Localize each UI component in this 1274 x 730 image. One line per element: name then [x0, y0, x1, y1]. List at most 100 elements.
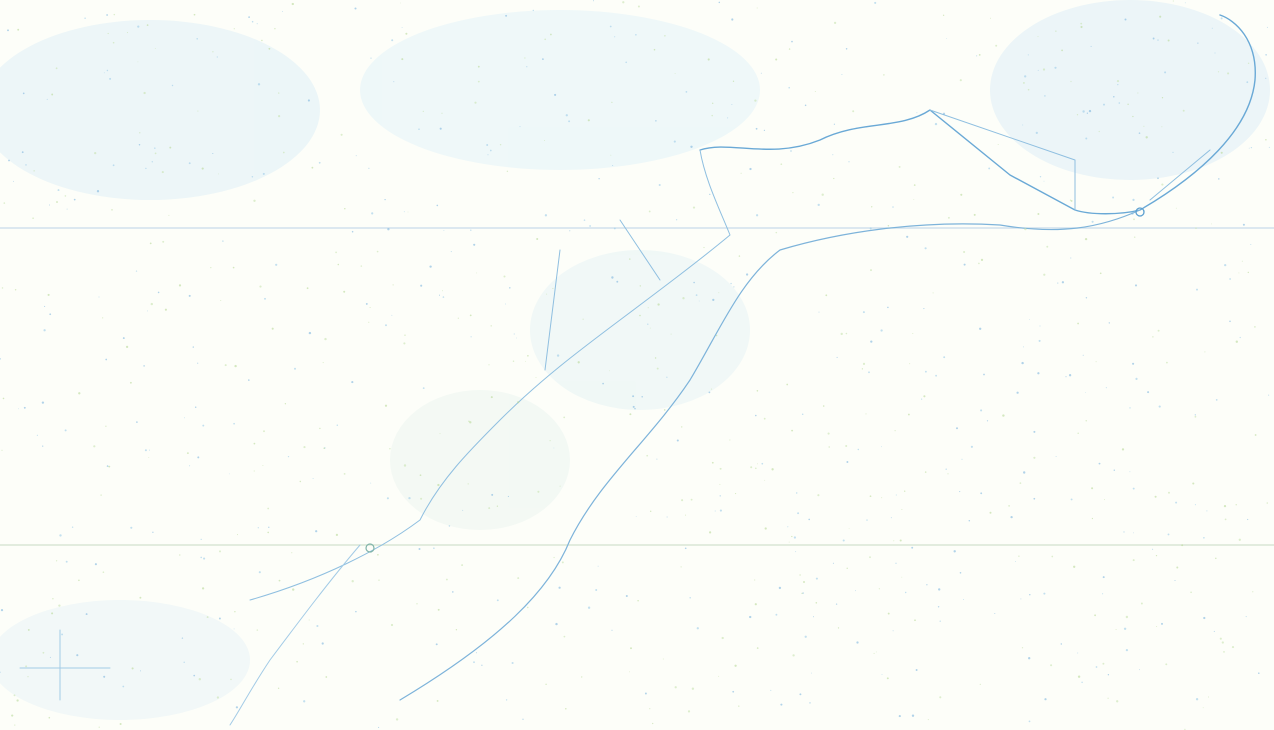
speck [963, 599, 965, 600]
speck [685, 514, 687, 516]
speck [419, 474, 422, 477]
speck [202, 424, 205, 427]
speck [1033, 456, 1036, 459]
speck [44, 305, 46, 307]
speck [750, 466, 753, 469]
speck [253, 470, 255, 472]
speck [230, 678, 232, 681]
speck [1033, 497, 1036, 500]
speck [535, 377, 537, 378]
speck [832, 154, 834, 156]
speck [901, 576, 903, 578]
speck [1039, 325, 1041, 327]
speck [253, 199, 256, 202]
speck [22, 92, 25, 95]
speck [735, 493, 737, 495]
speck [1132, 487, 1135, 490]
speck [42, 445, 44, 447]
speck [1167, 39, 1170, 42]
speck [833, 21, 837, 25]
speck [1143, 125, 1145, 127]
speck [1112, 196, 1115, 199]
speck [73, 198, 76, 201]
speck [754, 99, 757, 102]
speck [65, 560, 68, 563]
speck [1080, 25, 1083, 29]
speck [587, 606, 591, 609]
speck [436, 204, 439, 207]
speck [1211, 27, 1213, 29]
speck [1152, 336, 1154, 338]
speck [1196, 288, 1198, 291]
speck [870, 269, 872, 272]
speck [815, 577, 818, 580]
speck [721, 636, 724, 640]
speck [197, 362, 199, 364]
speck [1091, 220, 1094, 223]
speck [1132, 115, 1134, 118]
speck [106, 14, 108, 16]
speck [1132, 559, 1135, 562]
speck [403, 211, 405, 213]
speck [513, 333, 515, 335]
speck [1129, 407, 1131, 409]
speck [284, 403, 287, 405]
speck [299, 480, 302, 483]
speck [1242, 223, 1245, 226]
speck [649, 327, 651, 329]
speck [563, 635, 566, 638]
speck [1118, 102, 1121, 104]
speck [756, 647, 759, 649]
speck [149, 449, 150, 451]
speck [439, 433, 441, 435]
speck [1157, 177, 1159, 180]
speck [818, 311, 820, 313]
speck [368, 167, 370, 169]
speck [139, 132, 141, 134]
speck [1028, 720, 1031, 723]
speck [836, 356, 838, 358]
speck [164, 308, 167, 311]
speck [695, 294, 698, 296]
speck [871, 206, 873, 208]
speck [754, 414, 757, 417]
speck [275, 263, 278, 266]
speck [589, 225, 591, 227]
speck [1016, 391, 1019, 394]
speck [233, 28, 235, 30]
speck [76, 654, 79, 657]
speck [488, 364, 490, 366]
speck [262, 172, 265, 175]
speck [261, 39, 263, 42]
speck [422, 110, 424, 113]
speck [904, 490, 906, 492]
speck [351, 580, 354, 583]
speck [49, 204, 50, 206]
speck [924, 247, 927, 250]
speck [764, 527, 767, 530]
speck [804, 635, 807, 638]
speck [236, 534, 239, 536]
speck [749, 167, 752, 171]
speck [630, 647, 632, 650]
speck [866, 519, 868, 521]
speck [1085, 392, 1087, 393]
speck [869, 227, 872, 230]
speck [681, 499, 684, 502]
speck [775, 231, 778, 234]
speck [537, 490, 540, 493]
speck [253, 442, 256, 445]
speck [94, 563, 97, 566]
speck [1197, 42, 1199, 44]
speck [150, 302, 153, 306]
speck [1085, 137, 1088, 140]
speck [937, 606, 940, 608]
speck [122, 685, 125, 688]
speck [1103, 103, 1105, 106]
speck [698, 300, 700, 302]
speck [629, 413, 632, 416]
speck [385, 324, 387, 327]
speck [760, 72, 762, 74]
speck [612, 165, 614, 166]
